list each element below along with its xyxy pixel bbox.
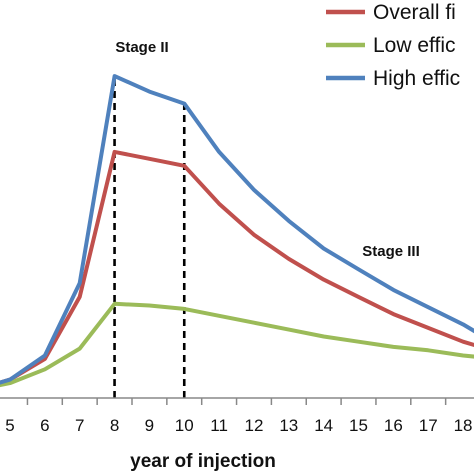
- series-2-point: [426, 305, 430, 309]
- series-0-point: [217, 202, 221, 206]
- series-0-point: [322, 278, 326, 281]
- series-2-point: [461, 323, 465, 326]
- series-2-point: [322, 247, 326, 250]
- series-0-point: [182, 164, 186, 168]
- series-2-point: [113, 74, 116, 78]
- series-1-point: [43, 367, 47, 371]
- series-1-point: [391, 345, 395, 349]
- series-2-point: [78, 281, 82, 285]
- series-0-point: [287, 257, 291, 261]
- x-tick-label: 18: [454, 416, 473, 435]
- x-tick-label: 5: [5, 416, 14, 435]
- series-1-point: [322, 335, 326, 338]
- series-2-point: [182, 102, 186, 106]
- series-2-point: [217, 150, 221, 154]
- series-0-point: [78, 295, 82, 299]
- legend-entry-label: High effic: [373, 67, 460, 90]
- plot-area: Stage II Stage III: [0, 39, 474, 398]
- series-0-point: [113, 150, 116, 154]
- annotation-label: Stage II: [115, 39, 168, 56]
- legend: Overall fi Low effic High effic: [326, 1, 460, 90]
- series-0-point: [252, 233, 256, 237]
- series-0-point: [426, 326, 430, 330]
- series-1-point: [252, 321, 256, 325]
- series-2-point: [148, 90, 151, 93]
- series-1-point: [287, 328, 291, 332]
- x-tick-label: 7: [75, 416, 84, 435]
- x-tick-label: 8: [110, 416, 119, 435]
- series-line-2: [0, 74, 474, 385]
- series-1-point: [182, 307, 186, 311]
- x-tick-label: 17: [419, 416, 438, 435]
- series-2-point: [357, 267, 360, 271]
- series-1-point: [8, 381, 12, 385]
- x-tick-label: 9: [145, 416, 154, 435]
- series-2-point: [391, 288, 395, 292]
- series-1-point: [148, 304, 151, 307]
- series-1-point: [461, 354, 465, 357]
- x-tick-label: 15: [349, 416, 368, 435]
- series-2-point: [287, 219, 291, 223]
- series-1-point: [426, 348, 430, 352]
- x-tick-label: 14: [314, 416, 333, 435]
- legend-entry-label: Low effic: [373, 34, 456, 57]
- series-0-point: [461, 340, 465, 344]
- series-2-point: [252, 188, 256, 192]
- legend-entry-label: Overall fi: [373, 1, 456, 24]
- annotation-label: Stage III: [362, 243, 420, 260]
- series-line-0: [0, 149, 474, 385]
- series-line-1: [0, 301, 474, 388]
- x-tick-label: 13: [279, 416, 298, 435]
- series-2-point: [43, 354, 47, 357]
- x-tick-label: 16: [384, 416, 403, 435]
- x-tick-label: 6: [40, 416, 49, 435]
- x-axis-label: year of injection: [130, 451, 276, 472]
- series-1-point: [217, 314, 221, 318]
- series-1-point: [78, 347, 82, 350]
- x-tick-label: 10: [175, 416, 194, 435]
- x-axis: 5678910111213141516171819: [0, 397, 474, 435]
- series-0-point: [357, 295, 360, 299]
- series-1-point: [113, 302, 116, 306]
- x-tick-label: 11: [210, 416, 228, 435]
- x-tick-label: 12: [244, 416, 263, 435]
- series-1-point: [357, 340, 360, 344]
- series-0-point: [391, 312, 395, 316]
- series-2-point: [8, 378, 12, 382]
- series-0-point: [148, 157, 151, 161]
